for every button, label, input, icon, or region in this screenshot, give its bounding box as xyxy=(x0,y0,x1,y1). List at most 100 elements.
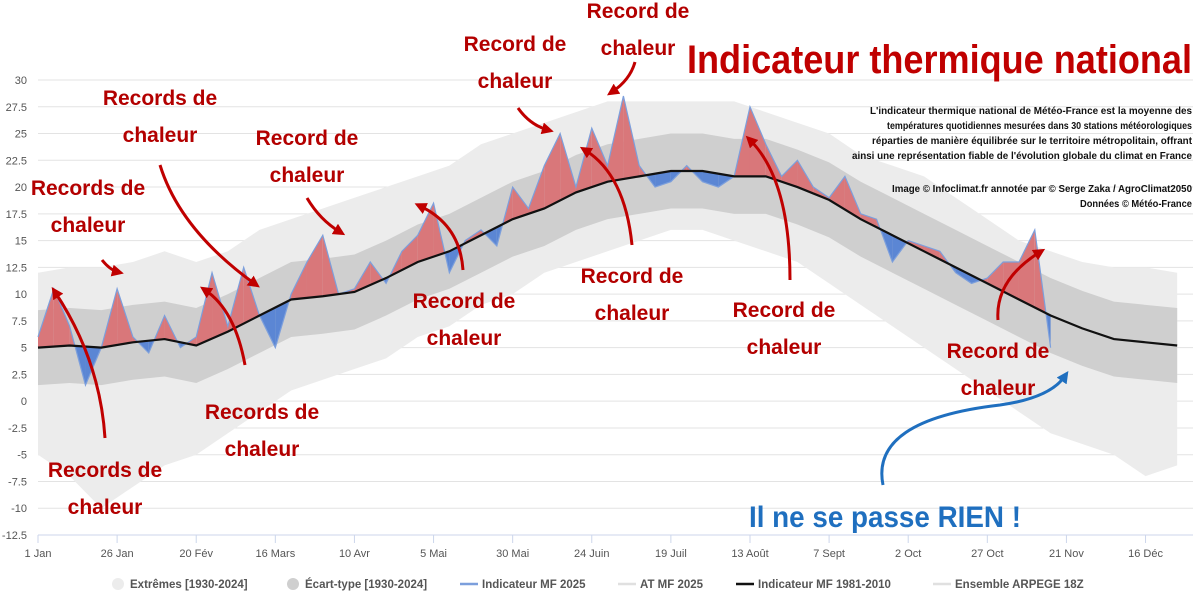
annotation-text: Record de xyxy=(413,290,516,313)
x-tick-label: 16 Déc xyxy=(1128,548,1163,560)
annotation-text: chaleur xyxy=(123,124,198,147)
anomaly-fill xyxy=(607,96,624,182)
anomaly-fill xyxy=(797,160,814,194)
y-tick-label: 7.5 xyxy=(12,316,27,328)
anomaly-fill xyxy=(623,96,640,180)
annotation-arrow xyxy=(516,107,554,135)
annotation-text: Records de xyxy=(205,401,319,424)
anomaly-fill xyxy=(306,235,323,298)
annotation-arrow xyxy=(996,248,1046,321)
legend-label: Extrêmes [1930-2024] xyxy=(130,579,248,591)
anomaly-fill xyxy=(781,160,798,188)
anomaly-fill xyxy=(955,267,972,284)
anomaly-fill xyxy=(259,307,276,348)
anomaly-fill xyxy=(924,245,940,260)
annotation-text: Record de xyxy=(947,340,1050,363)
x-tick-label: 2 Oct xyxy=(895,548,921,560)
credit: Image © Infoclimat.fr annotée par © Serg… xyxy=(892,183,1192,195)
annotation-text: chaleur xyxy=(747,336,822,359)
anomaly-fill xyxy=(591,128,608,188)
anomaly-fill xyxy=(560,133,576,201)
normal-line xyxy=(37,169,1178,349)
y-tick-label: 10 xyxy=(15,289,27,301)
y-tick-label: 2.5 xyxy=(12,369,27,381)
annotation-text: Record de xyxy=(587,0,690,23)
y-tick-label: 0 xyxy=(21,396,27,408)
annotation-arrow xyxy=(200,286,247,366)
anomaly-fill xyxy=(987,262,1004,292)
legend-label: Indicateur MF 2025 xyxy=(482,579,586,591)
x-tick-label: 26 Jan xyxy=(101,548,134,560)
anomaly-fill xyxy=(544,133,561,209)
x-tick-label: 24 Juin xyxy=(574,548,609,560)
y-tick-label: -12.5 xyxy=(2,530,27,542)
y-tick-label: 27.5 xyxy=(6,102,27,114)
annotation-text: Record de xyxy=(581,265,684,288)
anomaly-fill xyxy=(117,288,133,345)
y-tick-label: -2.5 xyxy=(8,423,27,435)
y-tick-label: 22.5 xyxy=(6,155,27,167)
legend-label: AT MF 2025 xyxy=(640,579,704,591)
legend-label: Écart-type [1930-2024] xyxy=(305,578,427,591)
annotation-text: Records de xyxy=(48,459,162,482)
anomaly-fill xyxy=(417,203,434,262)
x-tick-label: 27 Oct xyxy=(971,548,1003,560)
annotation-arrow xyxy=(158,164,260,288)
x-tick-label: 20 Fév xyxy=(179,548,213,560)
annotation-text: chaleur xyxy=(225,438,300,461)
x-tick-label: 7 Sept xyxy=(813,548,845,560)
axes: 30 27.5 25 22.5 20 17.5 15 12.5 10 7.5 5 2.5 0 -2.5 -5… xyxy=(2,75,1193,560)
y-tick-label: 15 xyxy=(15,236,27,248)
x-tick-label: 19 Juil xyxy=(655,548,687,560)
x-tick-label: 21 Nov xyxy=(1049,548,1084,560)
x-tick-label: 16 Mars xyxy=(255,548,295,560)
y-tick-label: 12.5 xyxy=(6,262,27,274)
x-tick-label: 10 Avr xyxy=(339,548,370,560)
description: réparties de manière équilibrée sur le t… xyxy=(872,135,1192,147)
annotation-text: chaleur xyxy=(478,70,553,93)
chart-title: Indicateur thermique national xyxy=(687,38,1192,82)
legend-swatch xyxy=(112,578,124,590)
annotation-text: chaleur xyxy=(601,37,676,60)
anomaly-fill xyxy=(53,288,70,347)
annotation-arrow xyxy=(607,61,637,96)
anomaly-fill xyxy=(512,187,529,220)
annotation-arrow xyxy=(414,203,465,271)
annotation-text: chaleur xyxy=(68,496,143,519)
x-tick-label: 5 Mai xyxy=(420,548,447,560)
description: températures quotidiennes mesurées dans … xyxy=(887,120,1192,132)
y-tick-label: -7.5 xyxy=(8,476,27,488)
annotation-text: Record de xyxy=(256,127,359,150)
description: ainsi une représentation fiable de l'évo… xyxy=(852,150,1192,162)
legend-label: Indicateur MF 1981-2010 xyxy=(758,579,891,591)
anomaly-fill xyxy=(860,213,877,228)
credit: Données © Météo-France xyxy=(1080,198,1192,210)
annotation-text: chaleur xyxy=(270,164,345,187)
annotation-arrow xyxy=(305,197,346,236)
annotation-arrow xyxy=(579,146,634,246)
annotation-text: Record de xyxy=(464,33,567,56)
x-tick-label: 30 Mai xyxy=(496,548,529,560)
annotations: Records de chaleur Records de chaleur Record… xyxy=(31,0,1069,534)
y-tick-label: 25 xyxy=(15,129,27,141)
annotation-text: chaleur xyxy=(595,302,670,325)
annotation-text: chaleur xyxy=(427,327,502,350)
annotation-text: Record de xyxy=(733,299,836,322)
description: L'indicateur thermique national de Météo… xyxy=(870,105,1192,117)
annotation-text: Records de xyxy=(103,87,217,110)
legend-swatch xyxy=(287,578,299,590)
y-tick-label: -5 xyxy=(17,450,27,462)
y-tick-label: 17.5 xyxy=(6,209,27,221)
annotation-arrow xyxy=(100,259,124,277)
plot-area xyxy=(37,95,1178,509)
anomaly-fill xyxy=(1018,229,1035,308)
x-tick-label: 1 Jan xyxy=(25,548,52,560)
y-tick-label: 5 xyxy=(21,343,27,355)
annotation-text: Records de xyxy=(31,177,145,200)
annotation-arrow xyxy=(51,286,107,439)
annotation-text: chaleur xyxy=(961,377,1036,400)
callout-text: Il ne se passe RIEN ! xyxy=(749,501,1021,534)
y-tick-label: 20 xyxy=(15,182,27,194)
annotation-text: chaleur xyxy=(51,214,126,237)
